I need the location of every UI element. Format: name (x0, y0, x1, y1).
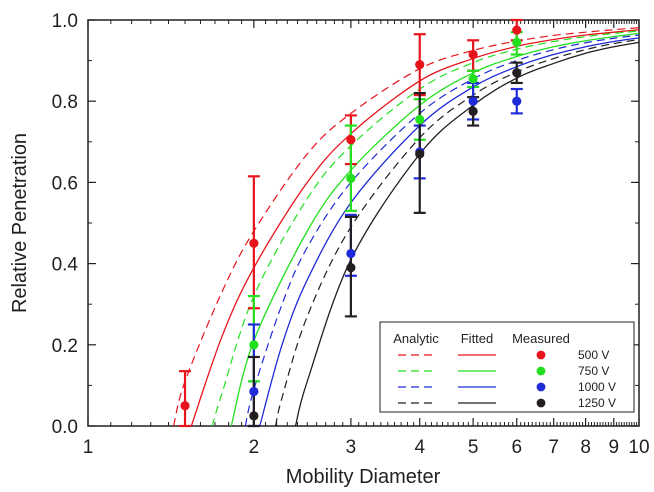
data-point-1000v (512, 96, 522, 106)
y-tick-label: 1.0 (52, 11, 78, 32)
x-tick-label: 2 (249, 437, 260, 458)
data-point-750v (415, 114, 425, 125)
analytic-curve-1250v (274, 38, 639, 426)
data-point-1250v (468, 106, 478, 116)
data-point-750v (346, 173, 356, 183)
data-point-1250v (512, 68, 522, 78)
error-bar-500v (179, 370, 192, 428)
y-tick-label: 0.8 (52, 92, 78, 113)
x-tick-label: 7 (548, 437, 559, 458)
data-point-1250v (249, 411, 259, 421)
x-tick-label: 9 (608, 437, 619, 458)
legend-label-500v: 500 V (578, 348, 609, 362)
fitted-curve-750v (230, 32, 639, 426)
data-point-750v (512, 37, 522, 47)
y-axis-title: Relative Penetration (9, 133, 31, 313)
data-point-500v (468, 49, 478, 60)
y-tick-label: 0.0 (52, 417, 78, 438)
legend-marker-1000v (536, 382, 546, 392)
y-tick-label: 0.2 (52, 336, 78, 357)
data-point-1250v (346, 263, 356, 273)
data-point-750v (249, 340, 259, 350)
analytic-curve-1000v (244, 34, 639, 426)
legend-header-measured: Measured (512, 331, 570, 346)
y-tick-label: 0.6 (52, 173, 78, 194)
legend: Analytic Fitted Measured 500 V 750 V 100… (379, 321, 635, 413)
legend-header-fitted: Fitted (461, 331, 494, 346)
points-layer (180, 25, 522, 421)
data-point-500v (346, 135, 356, 145)
x-tick-label: 8 (580, 437, 591, 458)
data-point-750v (468, 74, 478, 84)
y-tick-label: 0.4 (52, 255, 79, 276)
x-axis-title: Mobility Diameter (286, 466, 441, 487)
x-tick-label: 10 (628, 437, 649, 458)
ticks-layer: 1 2 3 4 5 6 7 8 9 10 0.0 0.2 0.4 0.6 0.8 1.0 (52, 11, 650, 458)
x-tick-label: 6 (511, 437, 522, 458)
legend-box (379, 321, 635, 413)
data-point-500v (512, 25, 522, 35)
x-tick-label: 5 (468, 437, 479, 458)
analytic-curve-500v (173, 27, 639, 426)
data-point-1250v (415, 149, 425, 159)
legend-header-analytic: Analytic (393, 331, 439, 346)
legend-marker-500v (536, 350, 546, 360)
legend-marker-750v (536, 366, 546, 376)
x-tick-label: 3 (346, 437, 357, 458)
fitted-curve-1000v (259, 37, 639, 426)
data-point-1000v (249, 386, 259, 397)
data-point-500v (249, 238, 259, 248)
legend-marker-1250v (536, 398, 546, 408)
legend-label-1250v: 1250 V (578, 396, 616, 410)
data-point-1000v (346, 248, 356, 259)
x-tick-label: 4 (414, 437, 425, 458)
legend-label-1000v: 1000 V (578, 380, 616, 394)
data-point-1000v (468, 96, 478, 106)
data-point-500v (415, 60, 425, 70)
legend-label-750v: 750 V (578, 364, 609, 378)
x-tick-label: 1 (83, 437, 94, 458)
data-point-500v (180, 401, 190, 411)
